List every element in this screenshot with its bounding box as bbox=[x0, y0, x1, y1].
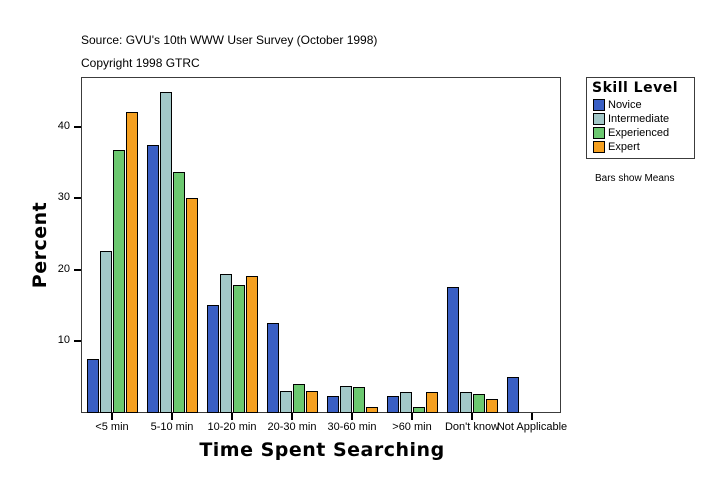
bar-experienced bbox=[293, 384, 305, 413]
x-tick-label: Don't know bbox=[444, 421, 500, 433]
experienced-swatch-icon bbox=[593, 127, 605, 139]
y-tick-label: 40 bbox=[57, 119, 70, 132]
x-tick bbox=[231, 413, 233, 420]
x-tick bbox=[111, 413, 113, 420]
bar-experienced bbox=[353, 387, 365, 413]
bar-expert bbox=[186, 198, 198, 413]
bar-experienced bbox=[473, 394, 485, 413]
y-tick bbox=[74, 125, 81, 128]
legend-label: Expert bbox=[608, 141, 640, 153]
x-tick bbox=[411, 413, 413, 420]
legend-item-expert: Expert bbox=[593, 140, 640, 154]
x-tick-label: 10-20 min bbox=[207, 421, 257, 433]
legend: Skill Level Novice Intermediate Experien… bbox=[586, 77, 695, 159]
legend-item-experienced: Experienced bbox=[593, 126, 669, 140]
bar-expert bbox=[306, 391, 318, 413]
legend-label: Novice bbox=[608, 99, 642, 111]
bar-expert bbox=[246, 276, 258, 413]
source-caption: Source: GVU's 10th WWW User Survey (Octo… bbox=[81, 33, 378, 47]
y-tick-label: 10 bbox=[57, 334, 70, 347]
bar-experienced bbox=[113, 150, 125, 413]
bar-novice bbox=[327, 396, 339, 413]
y-tick bbox=[74, 197, 81, 200]
bar-novice bbox=[267, 323, 279, 413]
bar-expert bbox=[426, 392, 438, 413]
bar-novice bbox=[447, 287, 459, 413]
bar-expert bbox=[486, 399, 498, 413]
x-tick-label: Not Applicable bbox=[496, 421, 568, 433]
legend-label: Experienced bbox=[608, 127, 670, 139]
expert-swatch-icon bbox=[593, 141, 605, 153]
legend-item-intermediate: Intermediate bbox=[593, 112, 669, 126]
bar-intermediate bbox=[280, 391, 292, 413]
intermediate-swatch-icon bbox=[593, 113, 605, 125]
bar-novice bbox=[207, 305, 219, 413]
bar-experienced bbox=[413, 407, 425, 413]
x-tick-label: >60 min bbox=[392, 421, 432, 433]
bar-intermediate bbox=[460, 392, 472, 413]
x-tick-label: 5-10 min bbox=[150, 421, 194, 433]
x-tick bbox=[471, 413, 473, 420]
bar-intermediate bbox=[400, 392, 412, 413]
bar-novice bbox=[387, 396, 399, 413]
bar-novice bbox=[87, 359, 99, 413]
x-tick bbox=[351, 413, 353, 420]
bar-intermediate bbox=[220, 274, 232, 413]
y-tick bbox=[74, 340, 81, 343]
bar-intermediate bbox=[340, 386, 352, 413]
y-tick bbox=[74, 268, 81, 271]
legend-item-novice: Novice bbox=[593, 98, 642, 112]
x-tick-label: <5 min bbox=[95, 421, 129, 433]
plot-area bbox=[81, 77, 561, 413]
bar-novice bbox=[507, 377, 519, 413]
bar-intermediate bbox=[160, 92, 172, 413]
x-axis-title: Time Spent Searching bbox=[199, 439, 445, 461]
x-tick-label: 20-30 min bbox=[267, 421, 317, 433]
bar-expert bbox=[366, 407, 378, 413]
bar-novice bbox=[147, 145, 159, 413]
legend-title: Skill Level bbox=[592, 80, 678, 96]
bars-show-means-note: Bars show Means bbox=[595, 173, 675, 184]
y-tick-label: 30 bbox=[57, 191, 70, 204]
x-tick bbox=[171, 413, 173, 420]
bar-experienced bbox=[173, 172, 185, 413]
bar-intermediate bbox=[100, 251, 112, 413]
legend-label: Intermediate bbox=[608, 113, 670, 125]
bar-expert bbox=[126, 112, 138, 413]
bar-experienced bbox=[233, 285, 245, 413]
x-tick bbox=[531, 413, 533, 420]
copyright-caption: Copyright 1998 GTRC bbox=[81, 56, 200, 70]
novice-swatch-icon bbox=[593, 99, 605, 111]
x-tick bbox=[291, 413, 293, 420]
y-tick-label: 20 bbox=[57, 262, 70, 275]
x-tick-label: 30-60 min bbox=[327, 421, 377, 433]
